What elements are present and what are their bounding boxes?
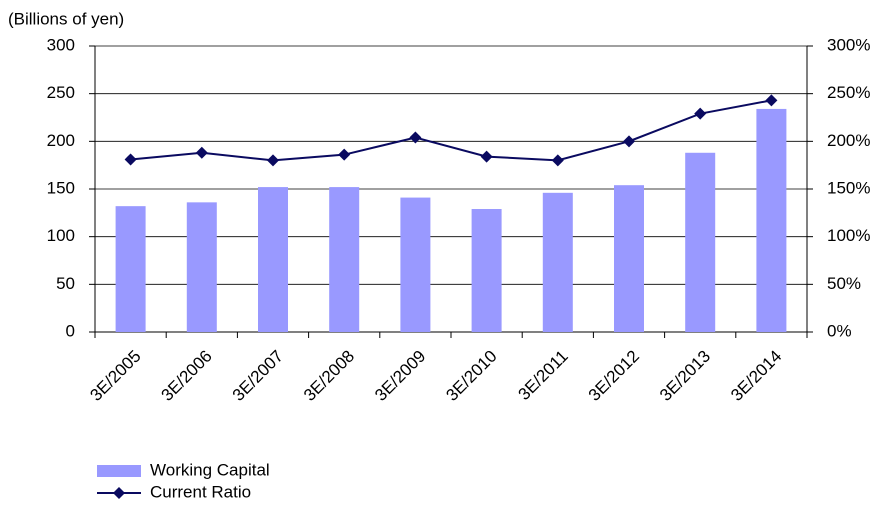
marker bbox=[409, 131, 422, 144]
y-tick-label: 300 bbox=[47, 35, 75, 54]
y2-tick-label: 250% bbox=[827, 83, 870, 102]
legend-marker bbox=[113, 487, 125, 499]
y2-tick-label: 300% bbox=[827, 35, 870, 54]
marker bbox=[623, 135, 635, 148]
x-tick-label: 3E/2011 bbox=[514, 347, 571, 404]
x-tick-label: 3E/2010 bbox=[442, 347, 500, 405]
y2-tick-label: 0% bbox=[827, 321, 852, 340]
x-tick-label: 3E/2013 bbox=[656, 347, 714, 405]
legend-swatch bbox=[97, 465, 141, 477]
x-tick-label: 3E/2005 bbox=[86, 347, 144, 405]
y-tick-label: 100 bbox=[47, 226, 75, 245]
x-tick-label: 3E/2008 bbox=[300, 347, 358, 405]
legend-label: Current Ratio bbox=[150, 482, 251, 501]
marker bbox=[551, 154, 564, 167]
bar bbox=[329, 187, 360, 332]
bar bbox=[115, 206, 146, 332]
y-tick-label: 250 bbox=[47, 83, 75, 102]
x-tick-label: 3E/2009 bbox=[371, 347, 429, 405]
y-tick-label: 0 bbox=[66, 321, 75, 340]
bar bbox=[471, 209, 502, 332]
marker bbox=[124, 153, 137, 166]
marker bbox=[338, 148, 351, 161]
x-tick-label: 3E/2014 bbox=[727, 347, 785, 405]
bar bbox=[756, 108, 787, 332]
y-tick-label: 50 bbox=[56, 274, 75, 293]
y-tick-label: 150 bbox=[47, 178, 75, 197]
y2-tick-label: 150% bbox=[827, 178, 870, 197]
y2-tick-label: 200% bbox=[827, 131, 870, 150]
y-tick-label: 200 bbox=[47, 131, 75, 150]
bar bbox=[542, 192, 573, 332]
bar bbox=[186, 202, 217, 332]
marker bbox=[195, 146, 208, 159]
y2-tick-label: 50% bbox=[827, 274, 861, 293]
line bbox=[130, 99, 772, 162]
bar bbox=[258, 187, 288, 332]
y2-tick-label: 100% bbox=[827, 226, 870, 245]
bar bbox=[685, 152, 716, 332]
y-axis-label: (Billions of yen) bbox=[8, 9, 124, 28]
marker bbox=[480, 150, 493, 163]
x-tick-label: 3E/2006 bbox=[158, 347, 216, 405]
bar bbox=[614, 185, 644, 332]
marker bbox=[267, 154, 279, 167]
x-tick-label: 3E/2007 bbox=[229, 347, 287, 405]
x-tick-label: 3E/2012 bbox=[585, 347, 643, 405]
marker bbox=[765, 94, 778, 107]
bar bbox=[400, 197, 431, 332]
marker bbox=[694, 107, 707, 120]
legend-label: Working Capital bbox=[150, 460, 270, 479]
